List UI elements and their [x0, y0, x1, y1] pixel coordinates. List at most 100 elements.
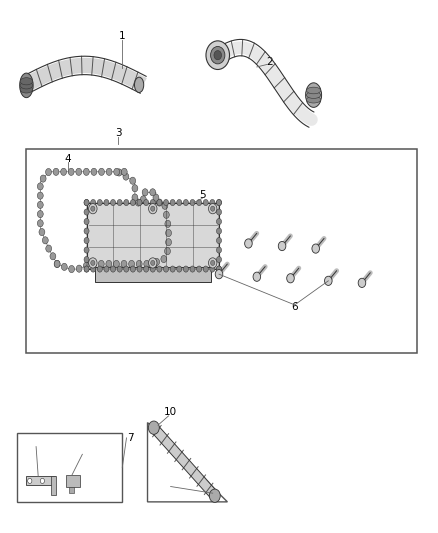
- Circle shape: [151, 260, 155, 265]
- Circle shape: [177, 199, 182, 206]
- Circle shape: [37, 201, 43, 208]
- Circle shape: [104, 266, 109, 272]
- Ellipse shape: [20, 78, 33, 85]
- Circle shape: [153, 194, 159, 201]
- Circle shape: [130, 177, 136, 184]
- Circle shape: [60, 168, 67, 175]
- Circle shape: [197, 266, 201, 272]
- Circle shape: [216, 266, 222, 272]
- Circle shape: [166, 229, 172, 237]
- Circle shape: [190, 266, 195, 272]
- Circle shape: [131, 266, 135, 272]
- Circle shape: [278, 241, 286, 251]
- Circle shape: [170, 199, 175, 206]
- Circle shape: [206, 41, 230, 69]
- Circle shape: [177, 266, 182, 272]
- Text: 11: 11: [158, 484, 171, 494]
- Ellipse shape: [307, 87, 321, 94]
- Circle shape: [54, 260, 60, 268]
- Ellipse shape: [134, 77, 144, 93]
- Circle shape: [358, 278, 366, 287]
- Circle shape: [150, 266, 155, 272]
- Circle shape: [84, 209, 89, 215]
- Circle shape: [150, 199, 155, 206]
- Circle shape: [203, 199, 208, 206]
- Circle shape: [91, 266, 95, 272]
- Ellipse shape: [307, 96, 321, 103]
- Circle shape: [40, 478, 45, 483]
- Ellipse shape: [20, 73, 33, 98]
- Circle shape: [83, 168, 89, 175]
- Circle shape: [152, 260, 157, 268]
- Circle shape: [163, 211, 170, 219]
- Circle shape: [124, 266, 129, 272]
- Text: 7: 7: [127, 433, 134, 443]
- Circle shape: [157, 199, 162, 206]
- Circle shape: [132, 185, 138, 192]
- Circle shape: [135, 199, 141, 206]
- Circle shape: [123, 173, 129, 180]
- Circle shape: [210, 266, 215, 272]
- Circle shape: [61, 263, 67, 270]
- Circle shape: [151, 260, 157, 268]
- Circle shape: [129, 260, 134, 268]
- Circle shape: [114, 168, 120, 175]
- Circle shape: [170, 266, 175, 272]
- Circle shape: [110, 199, 116, 206]
- Text: 9: 9: [79, 446, 86, 456]
- Circle shape: [163, 199, 169, 206]
- Circle shape: [68, 168, 74, 175]
- Circle shape: [184, 266, 188, 272]
- Circle shape: [137, 266, 142, 272]
- Circle shape: [216, 219, 222, 224]
- Circle shape: [216, 199, 222, 206]
- Circle shape: [88, 204, 97, 214]
- Circle shape: [28, 478, 32, 483]
- Circle shape: [245, 239, 252, 248]
- Circle shape: [91, 168, 97, 175]
- Circle shape: [54, 260, 60, 268]
- Circle shape: [166, 239, 172, 246]
- Circle shape: [91, 206, 95, 211]
- Circle shape: [69, 265, 74, 273]
- Circle shape: [140, 196, 146, 203]
- Circle shape: [97, 266, 102, 272]
- Circle shape: [46, 245, 52, 252]
- Circle shape: [216, 209, 222, 215]
- Text: 10: 10: [164, 407, 177, 417]
- Circle shape: [156, 199, 162, 206]
- Circle shape: [113, 260, 120, 268]
- Bar: [66, 475, 80, 487]
- Ellipse shape: [306, 83, 321, 107]
- Circle shape: [99, 168, 104, 175]
- Circle shape: [84, 247, 89, 253]
- Circle shape: [121, 260, 127, 268]
- Circle shape: [104, 199, 109, 206]
- Circle shape: [91, 260, 95, 265]
- Circle shape: [91, 260, 97, 268]
- Circle shape: [216, 247, 222, 253]
- Circle shape: [83, 262, 89, 269]
- Text: 8: 8: [33, 438, 39, 448]
- Circle shape: [142, 189, 148, 196]
- Circle shape: [151, 206, 155, 211]
- Circle shape: [209, 489, 220, 503]
- Circle shape: [91, 199, 95, 206]
- Circle shape: [84, 266, 89, 272]
- Ellipse shape: [20, 82, 33, 89]
- Circle shape: [184, 199, 188, 206]
- Circle shape: [84, 238, 89, 244]
- Circle shape: [37, 192, 43, 199]
- Bar: [95, 266, 211, 282]
- Circle shape: [84, 199, 89, 206]
- Circle shape: [312, 244, 319, 253]
- Circle shape: [84, 228, 89, 234]
- Bar: [69, 487, 74, 492]
- Bar: [25, 149, 417, 353]
- Circle shape: [148, 421, 159, 434]
- Circle shape: [216, 256, 222, 263]
- Circle shape: [37, 183, 43, 190]
- Polygon shape: [148, 423, 227, 502]
- Circle shape: [42, 237, 48, 244]
- Circle shape: [53, 168, 59, 175]
